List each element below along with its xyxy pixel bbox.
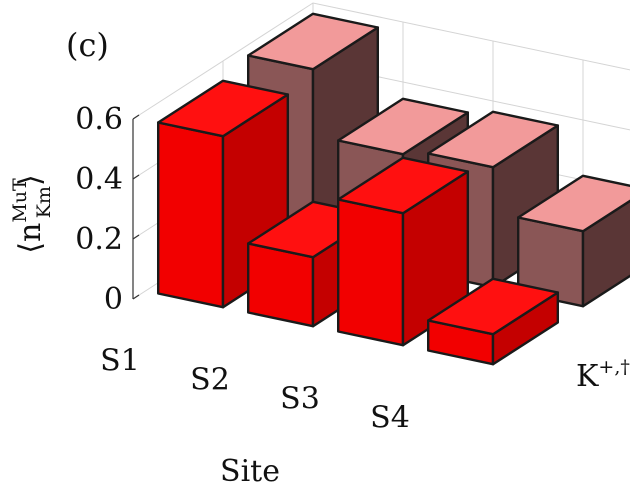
bar-top-face — [246, 12, 379, 71]
panel-label: (c) — [66, 26, 109, 64]
bar-top-face — [337, 97, 469, 156]
y-tick-label: 0 — [104, 282, 123, 317]
bar-top-face — [337, 156, 469, 215]
series-label: K+,† — [576, 356, 630, 394]
bar-top-face — [427, 277, 559, 336]
y-tick-label: 0.4 — [75, 162, 123, 197]
y-axis-label: ⟨nMuT Km⟩ — [9, 174, 55, 253]
bar-s3-series-1 — [337, 156, 469, 347]
y-tick-label: 0.2 — [75, 222, 123, 257]
bar-s4-series-2 — [517, 174, 630, 308]
y-tick-mark — [132, 294, 140, 300]
series-label-sup: +,† — [598, 356, 629, 378]
bar-top-face — [427, 110, 559, 169]
x-tick-label: S1 — [100, 344, 140, 379]
y-label-sub: Km — [33, 186, 55, 218]
x-axis-label: Site — [220, 454, 280, 489]
bar-front-face — [156, 121, 225, 309]
bar-front-face — [337, 198, 405, 347]
bar-side-face — [581, 199, 630, 308]
series-label-base: K — [576, 359, 599, 394]
x-tick-label: S2 — [190, 363, 230, 398]
bar-top-face — [156, 79, 289, 138]
bar-s4-series-1 — [427, 277, 559, 366]
x-tick-label: S4 — [370, 401, 410, 436]
y-tick-mark — [132, 234, 140, 240]
label-layer: (c) Site ⟨nMuT Km⟩ 0 0.2 0.4 0.6 S1 S2 S3 S4 K+,†… — [9, 26, 630, 489]
y-tick-mark — [132, 174, 140, 180]
y-tick-label: 0.6 — [75, 102, 123, 137]
y-label-close: ⟩ — [13, 174, 48, 186]
bars-layer — [156, 12, 630, 366]
y-label-main: ⟨n — [13, 223, 48, 254]
bar-top-face — [517, 174, 630, 233]
x-tick-label: S3 — [280, 382, 320, 417]
y-tick-mark — [132, 114, 140, 120]
y-label-sup: MuT — [9, 178, 31, 223]
